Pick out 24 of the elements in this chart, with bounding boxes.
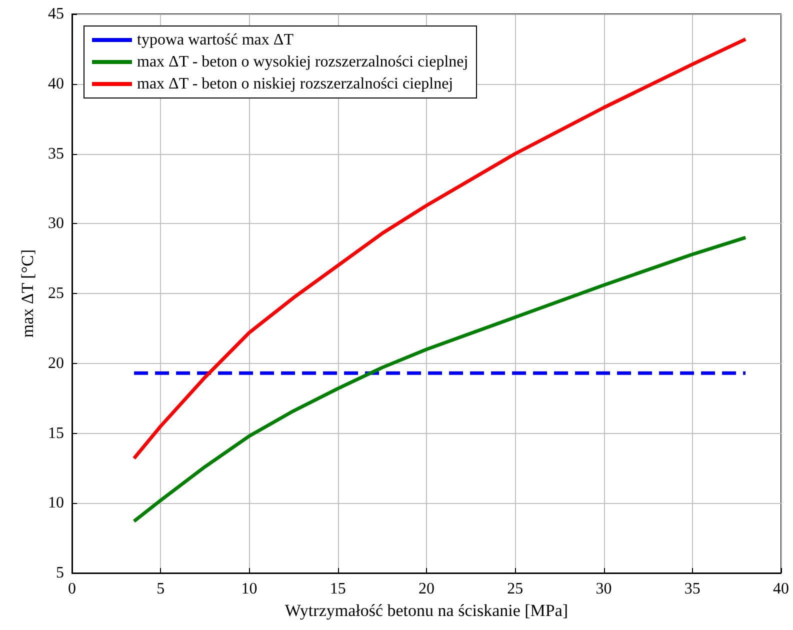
x-tick-label: 30 bbox=[596, 580, 612, 598]
y-tick-label: 30 bbox=[48, 215, 64, 232]
y-tick-label: 35 bbox=[48, 145, 64, 162]
x-tick-label: 35 bbox=[684, 580, 700, 598]
x-tick-label: 25 bbox=[507, 580, 524, 598]
x-tick-label: 10 bbox=[241, 580, 258, 598]
x-tick-label: 5 bbox=[156, 580, 165, 598]
y-tick-label: 10 bbox=[48, 494, 64, 512]
y-tick-label: 40 bbox=[48, 75, 64, 92]
legend-label: max ΔT - beton o niskiej rozszerzalności cieplnej bbox=[137, 76, 454, 92]
y-tick-label: 25 bbox=[48, 285, 64, 302]
y-tick-label: 45 bbox=[48, 6, 64, 22]
x-tick-label: 0 bbox=[68, 580, 76, 598]
x-tick-label: 20 bbox=[418, 580, 434, 598]
y-tick-label: 5 bbox=[56, 564, 64, 582]
legend-label: typowa wartość max ΔT bbox=[137, 32, 294, 48]
line-series bbox=[132, 236, 748, 524]
x-tick-label: 15 bbox=[330, 580, 346, 598]
y-tick-label: 20 bbox=[48, 354, 64, 372]
y-axis-title: max ΔT [°C] bbox=[18, 249, 37, 338]
y-tick-label: 15 bbox=[48, 424, 64, 442]
x-tick-label: 40 bbox=[773, 580, 789, 598]
legend-label: max ΔT - beton o wysokiej rozszerzalności cieplnej bbox=[137, 54, 468, 70]
x-axis-title: Wytrzymałość betonu na ściskanie [MPa] bbox=[284, 600, 568, 620]
